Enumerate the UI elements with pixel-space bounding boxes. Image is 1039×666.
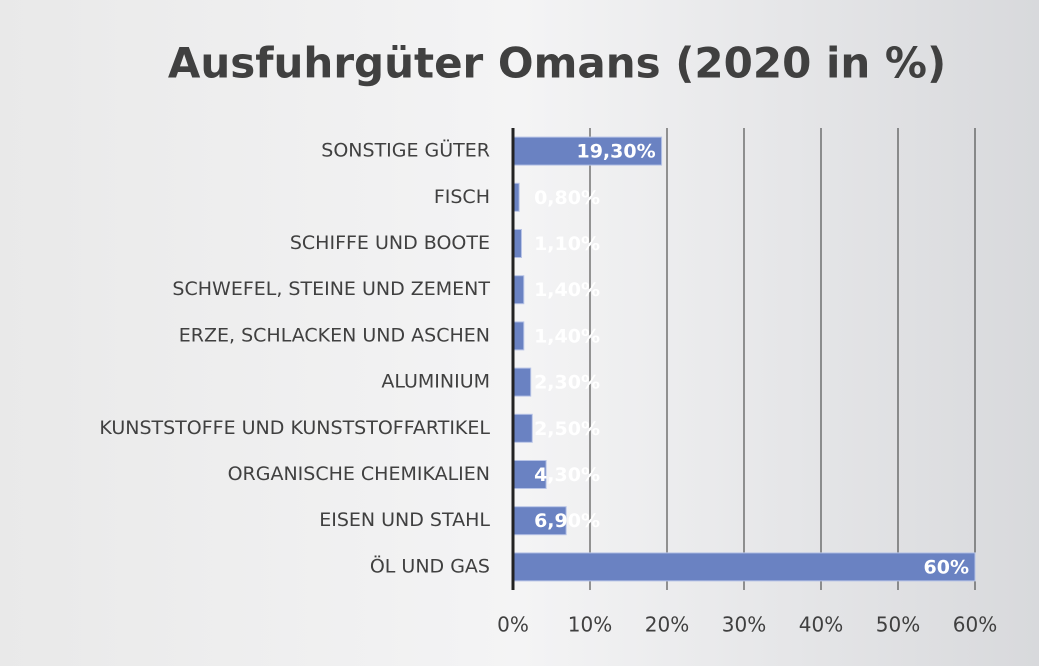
y-tick-label: FISCH xyxy=(434,186,490,208)
y-tick-label: SCHWEFEL, STEINE UND ZEMENT xyxy=(172,278,490,300)
y-tick-label: SCHIFFE UND BOOTE xyxy=(290,232,490,254)
data-label: 1,10% xyxy=(534,233,600,255)
x-tick-label: 20% xyxy=(645,613,689,637)
y-tick-label: ORGANISCHE CHEMIKALIEN xyxy=(228,463,490,485)
bar xyxy=(512,367,532,397)
y-tick-label: ERZE, SCHLACKEN UND ASCHEN xyxy=(179,324,490,346)
data-label: 1,40% xyxy=(534,325,600,347)
data-label: 19,30% xyxy=(576,141,655,163)
data-label: 60% xyxy=(924,556,969,578)
bar xyxy=(512,552,976,582)
bar xyxy=(512,275,525,305)
data-label: 4,30% xyxy=(534,464,600,486)
data-label: 2,50% xyxy=(534,418,600,440)
data-label: 1,40% xyxy=(534,279,600,301)
y-tick-label: KUNSTSTOFFE UND KUNSTSTOFFARTIKEL xyxy=(99,417,490,439)
chart-title: Ausfuhrgüter Omans (2020 in %) xyxy=(168,39,946,88)
bar xyxy=(512,321,525,351)
x-tick-label: 0% xyxy=(497,613,529,637)
data-label: 0,80% xyxy=(534,187,600,209)
x-tick-label: 10% xyxy=(568,613,612,637)
bar xyxy=(512,506,567,536)
x-tick-label: 50% xyxy=(876,613,920,637)
data-label: 2,30% xyxy=(534,372,600,394)
y-tick-label: SONSTIGE GÜTER xyxy=(321,139,490,162)
x-tick-label: 30% xyxy=(722,613,766,637)
x-tick-label: 40% xyxy=(799,613,843,637)
x-tick-label: 60% xyxy=(953,613,997,637)
y-tick-label: EISEN UND STAHL xyxy=(319,509,490,531)
y-tick-label: ALUMINIUM xyxy=(381,371,490,393)
y-tick-label: ÖL UND GAS xyxy=(370,554,490,577)
data-label: 6,90% xyxy=(534,510,600,532)
bar xyxy=(512,460,547,489)
bar xyxy=(512,136,663,166)
bar xyxy=(512,413,533,443)
